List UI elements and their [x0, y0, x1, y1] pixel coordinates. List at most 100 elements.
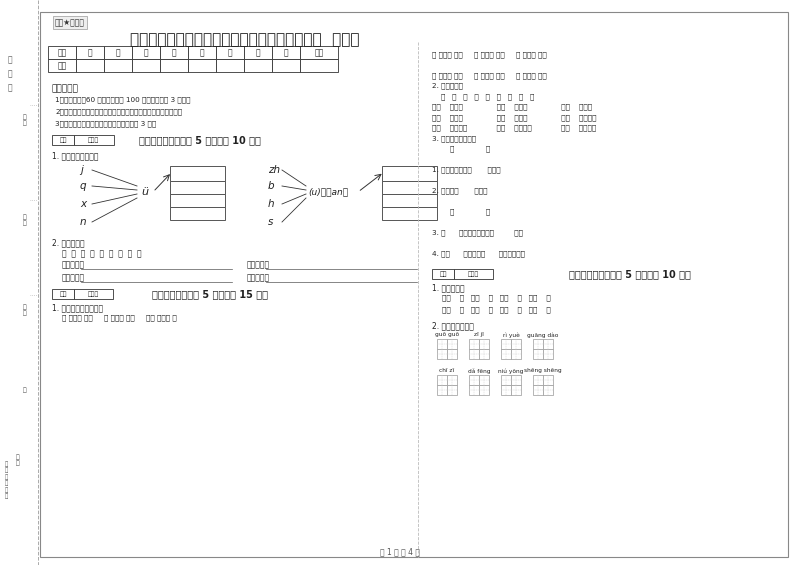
Text: 2. 选字填空。: 2. 选字填空。	[432, 82, 463, 89]
Text: 五: 五	[200, 48, 204, 57]
Text: (u)－（an）: (u)－（an）	[308, 188, 348, 197]
Bar	[300, 46, 338, 59]
Bar	[52, 289, 74, 299]
Text: 八: 八	[284, 48, 288, 57]
Text: 2. 这里是（       ）口。: 2. 这里是（ ）口。	[432, 188, 487, 194]
Bar	[479, 339, 489, 349]
Text: 隔（    ）青山               隔（    ）房子               隔（    ）草地: 隔（ ）青山 隔（ ）房子 隔（ ）草地	[432, 103, 592, 110]
Text: 装: 装	[8, 55, 12, 64]
Text: 得分: 得分	[59, 137, 66, 143]
Bar	[533, 349, 543, 359]
Bar	[244, 59, 272, 72]
Bar	[501, 349, 511, 359]
Text: shēng shēng: shēng shēng	[524, 368, 562, 373]
Text: 评卷人: 评卷人	[87, 291, 98, 297]
Text: 考试须知：: 考试须知：	[52, 84, 79, 93]
Bar	[511, 339, 521, 349]
Bar	[432, 269, 454, 279]
Bar	[533, 339, 543, 349]
Bar	[52, 135, 74, 145]
Text: 订: 订	[8, 69, 12, 78]
Text: 三: 三	[144, 48, 148, 57]
Bar	[382, 181, 437, 194]
Text: 题号: 题号	[58, 48, 66, 57]
Bar	[437, 339, 447, 349]
Text: 1. 我会组词。: 1. 我会组词。	[432, 283, 465, 292]
Bar	[447, 375, 457, 385]
Text: 学
号: 学 号	[23, 114, 27, 126]
Bar	[511, 375, 521, 385]
Bar	[479, 385, 489, 395]
Text: 1. 填上数字成为成语。: 1. 填上数字成为成语。	[52, 303, 103, 312]
Text: guāng dào: guāng dào	[527, 332, 558, 337]
Text: j: j	[80, 165, 83, 175]
Text: 平舌音字：: 平舌音字：	[62, 260, 85, 269]
Text: x: x	[80, 199, 86, 209]
Text: 四: 四	[172, 48, 176, 57]
Text: 1. 我们来自四面（       ）方。: 1. 我们来自四面（ ）方。	[432, 167, 501, 173]
Bar	[511, 349, 521, 359]
Text: 内: 内	[23, 387, 27, 393]
Bar	[244, 46, 272, 59]
Bar	[543, 375, 553, 385]
Text: 班
级: 班 级	[23, 304, 27, 316]
Bar	[74, 135, 114, 145]
Text: 三、识字写字（每题 5 分，共计 10 分）: 三、识字写字（每题 5 分，共计 10 分）	[569, 269, 691, 279]
Bar	[437, 375, 447, 385]
Text: n: n	[80, 217, 86, 227]
Text: b: b	[268, 181, 274, 191]
Bar	[300, 59, 338, 72]
Bar	[501, 375, 511, 385]
Text: 翘舌音字：: 翘舌音字：	[247, 260, 270, 269]
Bar	[216, 59, 244, 72]
Bar	[382, 166, 437, 181]
Text: 六: 六	[228, 48, 232, 57]
Text: 二: 二	[116, 48, 120, 57]
Bar	[469, 339, 479, 349]
Bar	[543, 339, 553, 349]
Bar	[272, 46, 300, 59]
Text: 开（    ）   乐（    ）   马（    ）   开（    ）: 开（ ） 乐（ ） 马（ ） 开（ ）	[442, 306, 550, 312]
Bar	[76, 46, 104, 59]
Text: 1、考试时间：60 分钟，满分为 100 分（含卷面分 3 分）。: 1、考试时间：60 分钟，满分为 100 分（含卷面分 3 分）。	[55, 96, 190, 103]
Bar	[511, 385, 521, 395]
Text: 3. 你能选择正确吗？: 3. 你能选择正确吗？	[432, 135, 476, 142]
Text: 2. 看拼音写词语。: 2. 看拼音写词语。	[432, 321, 474, 330]
Text: （ ）全（ ）美     （ ）方（ ）计     （ ）军（ ）马: （ ）全（ ）美 （ ）方（ ）计 （ ）军（ ）马	[432, 72, 546, 79]
Text: 答
题
（
密
封
）: 答 题 （ 密 封 ）	[4, 461, 8, 499]
Bar	[188, 59, 216, 72]
Text: 3、不要在试卷上乱写乱画，卷面不整洁扣 3 分。: 3、不要在试卷上乱写乱画，卷面不整洁扣 3 分。	[55, 120, 156, 127]
Text: （ ）颜（ ）色     （ ）嚼（ ）活     （ ）章（ ）稳: （ ）颜（ ）色 （ ）嚼（ ）活 （ ）章（ ）稳	[432, 51, 546, 58]
Bar	[469, 349, 479, 359]
Bar	[382, 194, 437, 207]
Text: 2. 我会分类。: 2. 我会分类。	[52, 238, 85, 247]
Text: 评卷人: 评卷人	[467, 271, 478, 277]
Bar	[48, 59, 76, 72]
Text: zh: zh	[268, 165, 280, 175]
Bar	[160, 46, 188, 59]
Text: ü: ü	[142, 187, 149, 197]
Bar	[74, 289, 113, 299]
Bar	[132, 59, 160, 72]
Text: 一、拼音部分（每题 5 分，共计 10 分）: 一、拼音部分（每题 5 分，共计 10 分）	[139, 135, 261, 145]
Bar	[447, 349, 457, 359]
Text: 后鼻音字：: 后鼻音字：	[247, 273, 270, 282]
Text: s: s	[268, 217, 274, 227]
Text: 河北省重点小学一年级语文下学期期末考试试卷  附答案: 河北省重点小学一年级语文下学期期末考试试卷 附答案	[130, 32, 360, 47]
Bar	[188, 46, 216, 59]
Text: 满（    ）的桃子             满（    ）的西瓜             满（    ）的青菜: 满（ ）的桃子 满（ ）的西瓜 满（ ）的青菜	[432, 124, 596, 131]
Bar	[454, 269, 493, 279]
Text: 山  看  声  拾  色  四  青  方  玩: 山 看 声 拾 色 四 青 方 玩	[62, 249, 142, 258]
Text: 得分: 得分	[439, 271, 446, 277]
Text: dǎ fēng: dǎ fēng	[468, 368, 490, 373]
Bar	[170, 207, 225, 220]
Bar	[469, 385, 479, 395]
Bar	[160, 59, 188, 72]
Bar	[469, 375, 479, 385]
Bar	[533, 385, 543, 395]
Text: q: q	[80, 181, 86, 191]
Text: 总分: 总分	[314, 48, 324, 57]
Bar	[437, 349, 447, 359]
Text: 同   山   座   蓝   家   车   换   地   个: 同 山 座 蓝 家 车 换 地 个	[432, 93, 534, 99]
Text: 3. （      ）刮下了整整一（         ）。: 3. （ ）刮下了整整一（ ）。	[432, 229, 523, 236]
